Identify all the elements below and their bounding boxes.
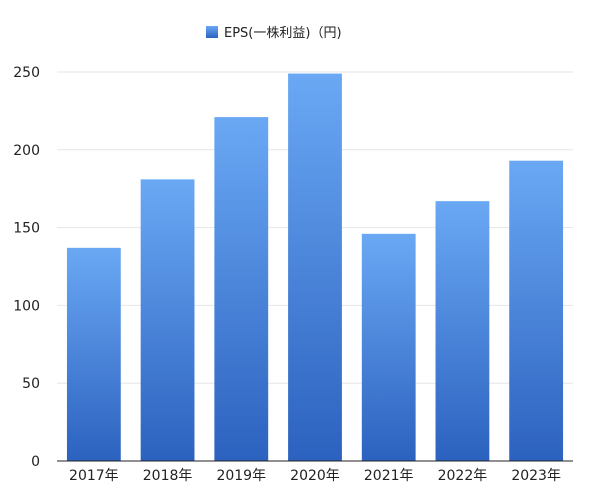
- x-tick-label: 2022年: [438, 468, 488, 484]
- bar-2022年: [435, 201, 490, 461]
- bar-2023年: [509, 160, 564, 461]
- y-tick-label: 0: [31, 454, 40, 470]
- y-axis-ticks: 0 50 100 150 200 250: [13, 65, 40, 470]
- x-tick-label: 2019年: [216, 468, 266, 484]
- x-axis-ticks: 2017年 2018年 2019年 2020年 2021年 2022年 2023年: [69, 468, 561, 484]
- y-tick-label: 100: [13, 298, 40, 314]
- bar-2021年: [361, 233, 416, 461]
- x-tick-label: 2017年: [69, 468, 119, 484]
- y-tick-label: 50: [22, 376, 40, 392]
- bar-2017年: [66, 247, 121, 461]
- legend-swatch: [206, 26, 218, 38]
- bar-2018年: [140, 179, 195, 461]
- bars: [66, 73, 564, 462]
- x-tick-label: 2020年: [290, 468, 340, 484]
- y-tick-label: 200: [13, 143, 40, 159]
- y-tick-label: 150: [13, 221, 40, 237]
- legend: EPS(一株利益)（円): [206, 26, 342, 41]
- bar-2020年: [288, 73, 342, 461]
- y-tick-label: 250: [13, 65, 40, 81]
- x-tick-label: 2018年: [143, 468, 193, 484]
- x-tick-label: 2021年: [364, 468, 414, 484]
- x-tick-label: 2023年: [511, 468, 561, 484]
- legend-label: EPS(一株利益)（円): [224, 26, 342, 41]
- bar-2019年: [214, 117, 269, 462]
